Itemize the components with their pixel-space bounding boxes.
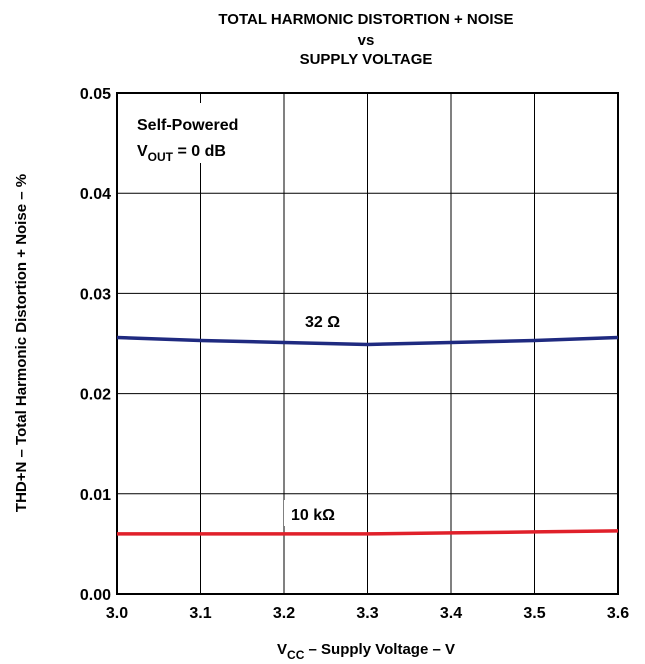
- x-tick-label: 3.1: [189, 605, 211, 622]
- x-axis-label-sub: CC: [287, 648, 305, 662]
- x-tick-label: 3.2: [273, 605, 295, 622]
- series-group: [116, 335, 619, 536]
- annotation-vout-sub: OUT: [148, 150, 174, 164]
- plot-frame: [116, 92, 619, 595]
- annotation-self-powered: Self-Powered: [137, 117, 238, 134]
- y-tick-label: 0.05: [80, 86, 111, 103]
- y-axis-label: THD+N – Total Harmonic Distortion + Nois…: [13, 174, 30, 512]
- chart-title-line-3: SUPPLY VOLTAGE: [300, 51, 433, 68]
- x-tick-label: 3.5: [523, 605, 545, 622]
- x-tick-label: 3.4: [440, 605, 462, 622]
- chart-title-line-1: TOTAL HARMONIC DISTORTION + NOISE: [218, 11, 513, 28]
- series-label-10-kohm: 10 kΩ: [291, 507, 335, 524]
- x-tick-label: 3.3: [356, 605, 378, 622]
- series-label-32-ohm: 32 Ω: [305, 314, 340, 331]
- x-tick-label: 3.0: [106, 605, 128, 622]
- x-axis-label-rest: – Supply Voltage – V: [304, 641, 455, 658]
- y-tick-label: 0.01: [80, 487, 111, 504]
- x-axis-label-main: V: [277, 641, 287, 658]
- label-10kohm-bg: [284, 500, 360, 526]
- series-line-0: [116, 335, 619, 347]
- x-tick-labels: 3.0 3.1 3.2 3.3 3.4 3.5 3.6: [106, 605, 629, 622]
- chart-title-line-2: vs: [358, 32, 375, 49]
- y-tick-label: 0.04: [80, 186, 111, 203]
- x-tick-label: 3.6: [607, 605, 629, 622]
- annotation-box: [127, 103, 277, 163]
- annotation-vout: VOUT = 0 dB: [137, 143, 226, 164]
- y-tick-label: 0.03: [80, 286, 111, 303]
- annotation-vout-rest: = 0 dB: [173, 143, 226, 160]
- annotation-vout-main: V: [137, 143, 148, 160]
- series-line-1: [117, 529, 619, 536]
- x-axis-label: VCC – Supply Voltage – V: [277, 641, 455, 662]
- y-tick-labels: 0.00 0.01 0.02 0.03 0.04 0.05: [80, 86, 111, 604]
- y-tick-label: 0.00: [80, 587, 111, 604]
- y-tick-label: 0.02: [80, 387, 111, 404]
- label-32ohm-bg: [296, 307, 356, 333]
